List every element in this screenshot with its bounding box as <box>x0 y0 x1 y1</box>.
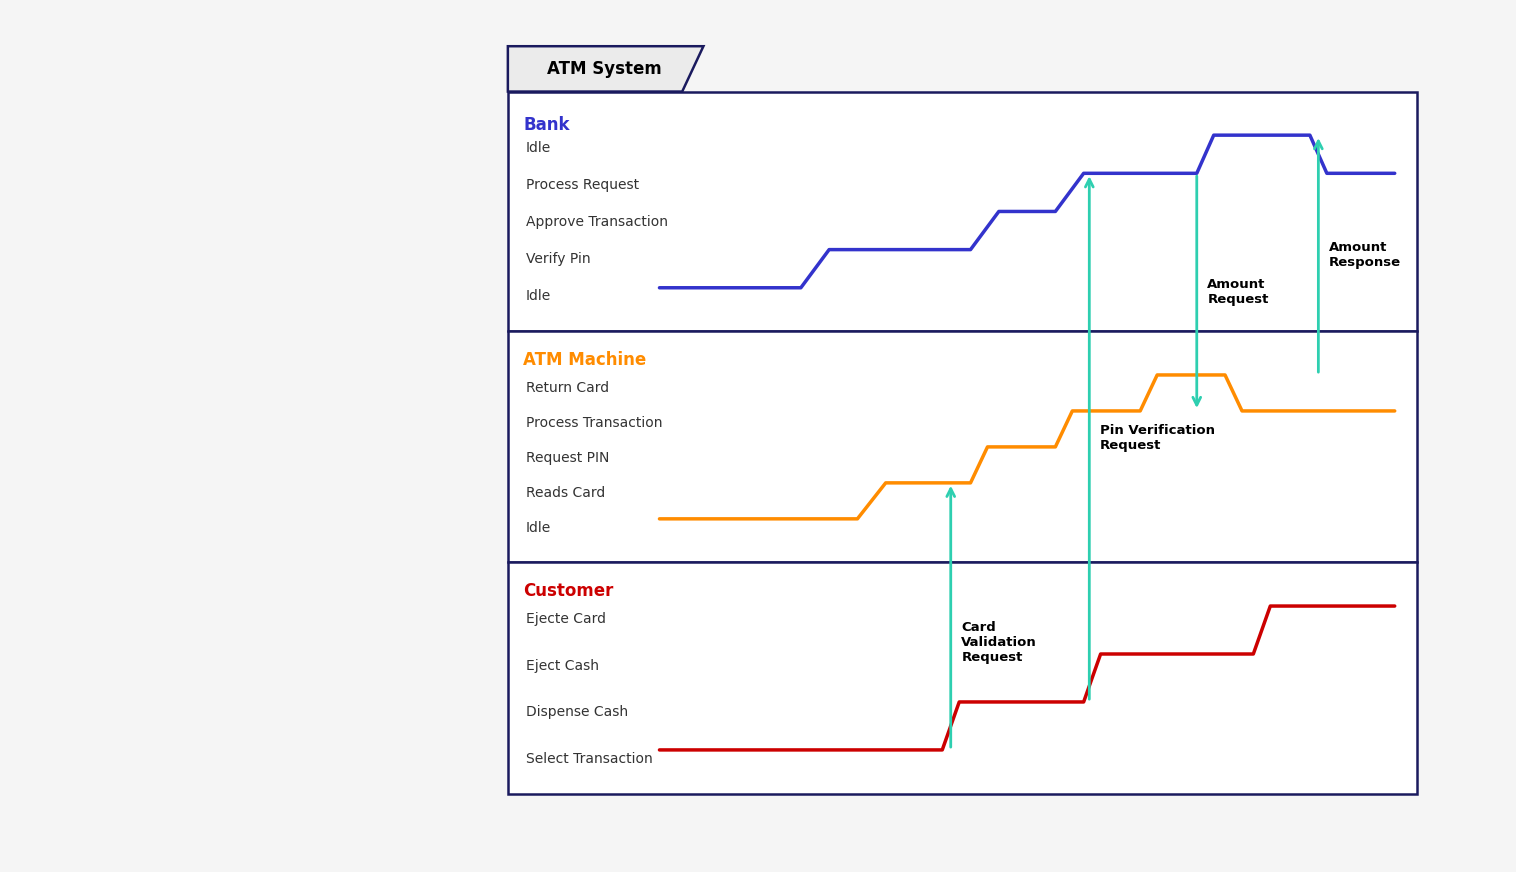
Polygon shape <box>508 46 703 92</box>
Text: Process Request: Process Request <box>526 178 640 193</box>
Text: Eject Cash: Eject Cash <box>526 658 599 672</box>
Text: ATM Machine: ATM Machine <box>523 351 646 369</box>
Text: Ejecte Card: Ejecte Card <box>526 612 606 626</box>
Text: Approve Transaction: Approve Transaction <box>526 215 669 229</box>
Text: ATM System: ATM System <box>547 60 661 78</box>
Text: Process Transaction: Process Transaction <box>526 416 662 430</box>
Text: Verify Pin: Verify Pin <box>526 252 591 267</box>
Text: Idle: Idle <box>526 290 552 303</box>
Text: Bank: Bank <box>523 116 570 134</box>
Text: Dispense Cash: Dispense Cash <box>526 705 628 719</box>
Text: Reads Card: Reads Card <box>526 486 605 500</box>
Text: Idle: Idle <box>526 141 552 155</box>
Polygon shape <box>508 92 1417 331</box>
Polygon shape <box>508 331 1417 562</box>
Text: Select Transaction: Select Transaction <box>526 752 653 766</box>
Text: Return Card: Return Card <box>526 381 609 395</box>
Text: Card
Validation
Request: Card Validation Request <box>961 621 1037 664</box>
Text: Idle: Idle <box>526 521 552 535</box>
Text: Amount
Request: Amount Request <box>1207 278 1269 306</box>
Text: Pin Verification
Request: Pin Verification Request <box>1101 424 1214 452</box>
Text: Request PIN: Request PIN <box>526 451 609 465</box>
Text: Amount
Response: Amount Response <box>1330 241 1401 269</box>
Polygon shape <box>508 562 1417 794</box>
Text: Customer: Customer <box>523 582 614 600</box>
